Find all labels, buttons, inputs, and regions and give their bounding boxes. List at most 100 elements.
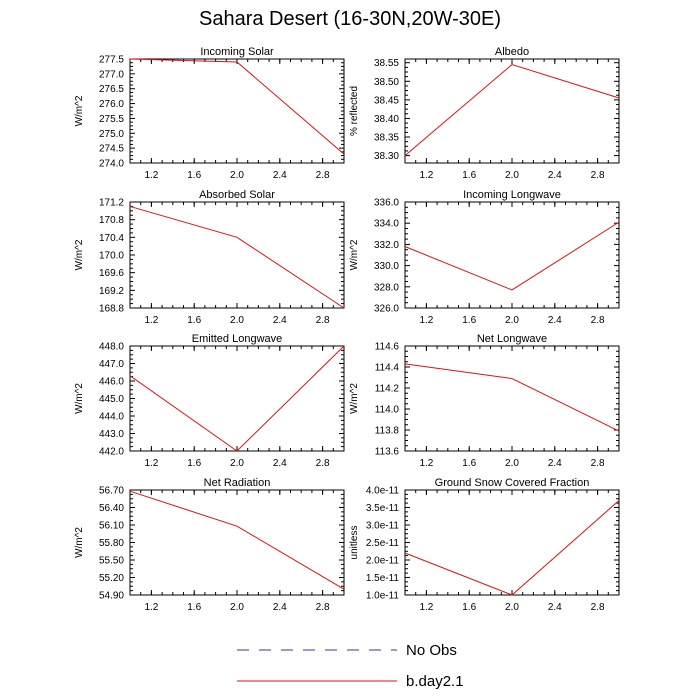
panel-2-ylabel: W/m^2 xyxy=(74,239,85,270)
panel-7-frame xyxy=(404,489,620,596)
panel-2-xtick-label: 2.4 xyxy=(273,315,287,326)
panel-6-ytick-label: 55.80 xyxy=(99,538,124,549)
panel-2-ytick-label: 170.4 xyxy=(99,233,124,244)
panel-3-ytick-label: 332.0 xyxy=(374,240,399,251)
panel-0-xtick-label: 2.8 xyxy=(316,170,330,181)
panel-7-xtick-label: 2.0 xyxy=(505,602,519,613)
panel-5-ylabel: W/m^2 xyxy=(349,383,360,414)
panel-7-xtick-label: 2.8 xyxy=(591,602,605,613)
panel-2-ytick-label: 169.2 xyxy=(99,286,124,297)
panel-6-xtick-label: 2.0 xyxy=(230,602,244,613)
panel-3-ylabel: W/m^2 xyxy=(349,239,360,270)
panel-1-series-line xyxy=(404,64,620,156)
legend-label-model: b.day2.1 xyxy=(406,673,464,690)
panel-5-ytick-label: 114.2 xyxy=(375,384,400,395)
panel-5-ytick-label: 113.6 xyxy=(375,447,400,458)
panel-3-ytick-label: 328.0 xyxy=(374,282,399,293)
panel-4-ytick-label: 443.0 xyxy=(99,429,124,440)
panel-2-frame xyxy=(129,201,345,309)
panel-1-xtick-label: 2.8 xyxy=(591,170,605,181)
panel-5-xtick-label: 2.8 xyxy=(591,458,605,469)
panel-6-ytick-label: 55.20 xyxy=(99,573,124,584)
panel-0-ytick-label: 277.5 xyxy=(99,55,124,66)
panel-2-ytick-label: 170.8 xyxy=(99,215,124,226)
panel-7-ylabel: unitless xyxy=(349,526,360,560)
panel-1-frame xyxy=(404,58,620,164)
panel-6-title: Net Radiation xyxy=(204,477,271,489)
panel-2-xtick-label: 1.2 xyxy=(144,315,158,326)
panel-4-xtick-label: 2.0 xyxy=(230,458,244,469)
panel-0-xtick-label: 1.6 xyxy=(187,170,201,181)
panel-1-ytick-label: 38.35 xyxy=(374,133,399,144)
panel-2-ytick-label: 171.2 xyxy=(99,198,124,209)
legend-label-no-obs: No Obs xyxy=(406,642,457,659)
panel-5-xtick-label: 2.4 xyxy=(548,458,562,469)
panel-3-ytick-label: 330.0 xyxy=(374,261,399,272)
panel-1-ylabel: % reflected xyxy=(349,86,360,136)
panel-3-frame xyxy=(404,201,620,309)
panel-2-xtick-label: 1.6 xyxy=(187,315,201,326)
panel-7-xtick-label: 1.2 xyxy=(419,602,433,613)
panel-4-ytick-label: 448.0 xyxy=(99,342,124,353)
panel-5-ytick-label: 113.8 xyxy=(375,426,400,437)
panel-3-xtick-label: 1.6 xyxy=(462,315,476,326)
panel-4-ylabel: W/m^2 xyxy=(74,383,85,414)
panel-2-xtick-label: 2.8 xyxy=(316,315,330,326)
panel-7-ytick-label: 2.5e-11 xyxy=(366,538,400,549)
panel-5-ytick-label: 114.6 xyxy=(375,342,400,353)
panel-1-xtick-label: 2.0 xyxy=(505,170,519,181)
panel-3-title: Incoming Longwave xyxy=(463,189,561,201)
figure-title: Sahara Desert (16-30N,20W-30E) xyxy=(199,8,501,30)
panel-3-ytick-label: 336.0 xyxy=(374,198,399,209)
panel-4-ytick-label: 445.0 xyxy=(99,394,124,405)
panel-0-ytick-label: 276.0 xyxy=(99,99,124,110)
panel-4-xtick-label: 1.6 xyxy=(187,458,201,469)
panel-4-series-line xyxy=(129,345,345,452)
panel-2-series-line xyxy=(129,205,345,309)
panel-4-ytick-label: 442.0 xyxy=(99,447,124,458)
panel-1-xtick-label: 1.2 xyxy=(419,170,433,181)
panel-4-ytick-label: 446.0 xyxy=(99,377,124,388)
panel-6-xtick-label: 2.8 xyxy=(316,602,330,613)
panel-2-title: Absorbed Solar xyxy=(199,189,275,201)
panel-1-title: Albedo xyxy=(495,46,529,58)
panel-0-ytick-label: 275.0 xyxy=(99,129,124,140)
panel-4-xtick-label: 2.4 xyxy=(273,458,287,469)
panel-3-series-line xyxy=(404,221,620,291)
panel-3-xtick-label: 1.2 xyxy=(419,315,433,326)
panel-0-xtick-label: 1.2 xyxy=(144,170,158,181)
panel-2-ytick-label: 169.6 xyxy=(99,268,124,279)
panel-6-frame xyxy=(129,489,345,596)
panel-7-xtick-label: 2.4 xyxy=(548,602,562,613)
panel-7-ytick-label: 4.0e-11 xyxy=(366,486,400,497)
panel-0-ylabel: W/m^2 xyxy=(74,95,85,126)
panel-4-title: Emitted Longwave xyxy=(192,333,283,345)
panel-1-ytick-label: 38.30 xyxy=(374,151,399,162)
panel-7-ytick-label: 3.0e-11 xyxy=(366,521,400,532)
panel-0-xtick-label: 2.0 xyxy=(230,170,244,181)
panel-7-series-line xyxy=(404,500,620,596)
panel-4-ytick-label: 447.0 xyxy=(99,359,124,370)
panel-0-ytick-label: 275.5 xyxy=(99,114,124,125)
panel-1-ytick-label: 38.50 xyxy=(374,77,399,88)
panel-1-ytick-label: 38.45 xyxy=(374,95,399,106)
panel-0-frame xyxy=(129,58,345,164)
panel-6-ytick-label: 56.10 xyxy=(99,521,124,532)
panel-6-ylabel: W/m^2 xyxy=(74,527,85,558)
panel-5-frame xyxy=(404,345,620,452)
panel-2-xtick-label: 2.0 xyxy=(230,315,244,326)
panel-6-series-line xyxy=(129,490,345,590)
panel-3-xtick-label: 2.4 xyxy=(548,315,562,326)
panel-1-ytick-label: 38.40 xyxy=(374,114,399,125)
panel-1-xtick-label: 2.4 xyxy=(548,170,562,181)
panel-6-xtick-label: 1.2 xyxy=(144,602,158,613)
panel-7-title: Ground Snow Covered Fraction xyxy=(435,477,590,489)
panel-4-xtick-label: 1.2 xyxy=(144,458,158,469)
panel-3-xtick-label: 2.0 xyxy=(505,315,519,326)
panel-6-xtick-label: 1.6 xyxy=(187,602,201,613)
panel-6-ytick-label: 56.40 xyxy=(99,503,124,514)
panel-7-ytick-label: 2.0e-11 xyxy=(366,556,400,567)
panel-2-ytick-label: 168.8 xyxy=(99,304,124,315)
panel-3-xtick-label: 2.8 xyxy=(591,315,605,326)
